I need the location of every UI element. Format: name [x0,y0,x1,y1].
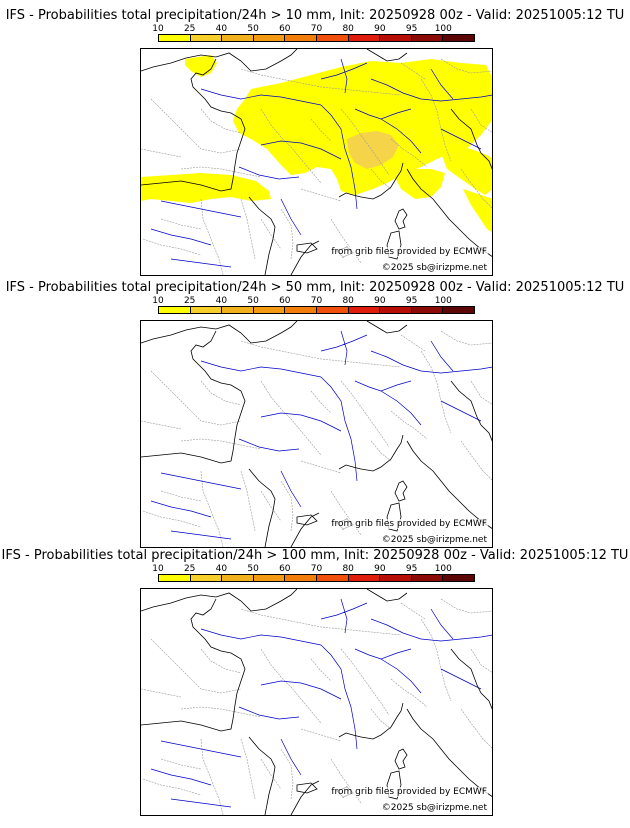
colorbar-tick-label: 50 [247,24,259,34]
colorbar-tick-label: 95 [405,564,418,574]
colorbar-segment [443,307,474,313]
probability-area [185,55,217,77]
colorbar-segment [348,307,381,313]
colorbar-tick-label: 70 [310,564,323,574]
probability-area [463,189,492,233]
map-svg [141,321,492,547]
colorbar-tick-label: 60 [279,564,291,574]
colorbar-segment [190,307,223,313]
colorbar-segment [222,35,254,41]
colorbar-tick-label: 95 [405,24,418,34]
colorbar-tick-label: 25 [183,564,196,574]
copyright-text: ©2025 sb@irizpme.net [380,535,488,545]
admin-borders [141,58,492,275]
colorbar-tick-label: 60 [279,24,291,34]
colorbar-segment [411,35,444,41]
colorbar-tick-label: 60 [279,296,291,306]
colorbar-tick-label: 10 [152,24,164,34]
colorbar-tick-labels: 10 25 40 50 60 70 80 90 95 100 [152,564,475,574]
colorbar-tick-label: 10 [152,564,164,574]
colorbar-tick-label: 70 [310,24,323,34]
colorbar-segment [253,35,286,41]
colorbar-segment [316,575,349,581]
colorbar-tick-label: 80 [342,564,354,574]
colorbar-segment [222,307,254,313]
colorbar-segment [190,575,223,581]
map-svg [141,589,492,815]
map-area: from grib files provided by ECMWF ©2025 s… [140,588,493,816]
panel-title: IFS - Probabilities total precipitation/… [1,548,629,563]
credit-text: from grib files provided by ECMWF [330,787,488,797]
map-panel-2: IFS - Probabilities total precipitation/… [0,280,630,548]
colorbar-tick-label: 50 [247,296,259,306]
colorbar-tick-labels: 10 25 40 50 60 70 80 90 95 100 [152,24,475,34]
colorbar-segment [348,35,381,41]
probability-area [233,59,492,195]
colorbar-tick-label: 80 [342,24,354,34]
colorbar [158,574,475,582]
colorbar-segment [159,35,191,41]
colorbar-tick-label: 100 [434,296,452,306]
colorbar-tick-label: 95 [405,296,418,306]
colorbar-tick-label: 25 [183,24,196,34]
colorbar-tick-label: 10 [152,296,164,306]
credit-text: from grib files provided by ECMWF [330,247,488,257]
rivers [150,58,492,268]
colorbar-tick-label: 40 [215,296,228,306]
colorbar-segment [190,35,223,41]
colorbar-tick-label: 50 [247,564,259,574]
colorbar-tick-label: 90 [374,296,386,306]
map-panel-3: IFS - Probabilities total precipitation/… [0,548,630,816]
map-area: from grib files provided by ECMWF ©2025 s… [140,48,493,276]
colorbar [158,34,475,42]
colorbar-segment [285,575,317,581]
colorbar-segment [380,307,412,313]
probability-area-high [347,131,399,169]
colorbar-tick-label: 100 [434,24,452,34]
colorbar-segment [159,575,191,581]
probability-area [395,169,445,199]
coastline [141,589,492,815]
colorbar-tick-label: 40 [215,24,228,34]
colorbar-segment [348,575,381,581]
colorbar-tick-label: 40 [215,564,228,574]
panel-title: IFS - Probabilities total precipitation/… [5,8,625,23]
colorbar-segment [285,307,317,313]
colorbar-segment [443,575,474,581]
probability-area [141,173,271,203]
colorbar-segment [411,575,444,581]
colorbar-segment [380,35,412,41]
colorbar-segment [316,307,349,313]
colorbar-tick-label: 90 [374,24,386,34]
copyright-text: ©2025 sb@irizpme.net [380,803,488,813]
colorbar-segment [380,575,412,581]
admin-borders [141,330,492,547]
colorbar-segment [285,35,317,41]
colorbar-segment [222,575,254,581]
colorbar-tick-label: 90 [374,564,386,574]
colorbar-tick-label: 25 [183,296,196,306]
colorbar-segment [411,307,444,313]
colorbar-segment [253,575,286,581]
coastline [141,321,492,547]
colorbar-segment [443,35,474,41]
map-svg [141,49,492,275]
map-area: from grib files provided by ECMWF ©2025 s… [140,320,493,548]
probability-area [441,145,492,195]
colorbar-tick-label: 70 [310,296,323,306]
colorbar-segment [316,35,349,41]
colorbar-tick-label: 100 [434,564,452,574]
rivers [150,330,492,540]
copyright-text: ©2025 sb@irizpme.net [380,263,488,273]
colorbar-tick-label: 80 [342,296,354,306]
map-panel-1: IFS - Probabilities total precipitation/… [0,8,630,276]
credit-text: from grib files provided by ECMWF [330,519,488,529]
colorbar-segment [253,307,286,313]
panel-title: IFS - Probabilities total precipitation/… [5,280,625,295]
colorbar-segment [159,307,191,313]
rivers [150,598,492,808]
colorbar [158,306,475,314]
admin-borders [141,598,492,815]
colorbar-tick-labels: 10 25 40 50 60 70 80 90 95 100 [152,296,475,306]
